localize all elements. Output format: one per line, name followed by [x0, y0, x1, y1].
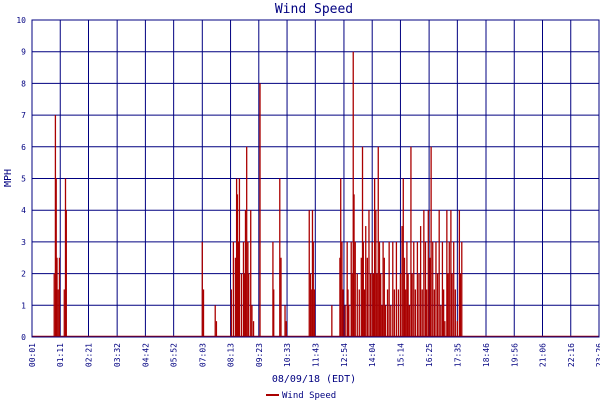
- x-tick-label: 08:13: [227, 343, 236, 367]
- x-tick-label: 04:42: [141, 343, 150, 367]
- y-tick-label: 9: [21, 48, 26, 57]
- y-tick-label: 7: [21, 111, 26, 120]
- x-tick-label: 07:03: [198, 343, 207, 367]
- x-tick-label: 05:52: [170, 343, 179, 367]
- x-tick-label: 10:33: [283, 343, 292, 367]
- x-tick-label: 11:43: [311, 343, 320, 367]
- series-wind-speed: [32, 51, 599, 338]
- x-tick-label: 14:04: [368, 343, 377, 367]
- x-axis-label: 08/09/18 (EDT): [272, 374, 356, 385]
- x-tick-label: 02:21: [84, 343, 93, 367]
- plot-area-border: [31, 19, 600, 338]
- x-tick-label: 03:32: [113, 343, 122, 367]
- x-tick-label: 17:35: [453, 343, 462, 367]
- y-tick-label: 10: [16, 16, 26, 25]
- chart-title: Wind Speed: [275, 2, 353, 17]
- x-tick-label: 00:01: [28, 343, 37, 367]
- y-tick-label: 4: [21, 206, 26, 215]
- y-tick-label: 5: [21, 175, 26, 184]
- x-tick-label: 09:23: [255, 343, 264, 367]
- x-tick-label: 21:06: [539, 343, 548, 367]
- y-tick-label: 3: [21, 238, 26, 247]
- x-tick-label: 22:16: [567, 343, 576, 367]
- x-axis-ticks: 00:01 01:11 02:21 03:32 04:42 05:52 07:03 08:13…: [28, 343, 600, 367]
- x-tick-label: 23:26: [595, 343, 600, 367]
- y-axis-ticks: 0 1 2 3 4 5 6 7 8 9 10: [16, 16, 26, 342]
- y-tick-label: 0: [21, 333, 26, 342]
- x-tick-label: 15:14: [396, 343, 405, 367]
- y-axis-label: MPH: [3, 169, 14, 187]
- x-tick-label: 16:25: [425, 343, 434, 367]
- y-tick-label: 1: [21, 301, 26, 310]
- y-tick-label: 2: [21, 270, 26, 279]
- x-tick-label: 01:11: [56, 343, 65, 367]
- y-tick-label: 8: [21, 79, 26, 88]
- legend-label: Wind Speed: [282, 391, 336, 400]
- x-tick-label: 18:46: [482, 343, 491, 367]
- x-tick-label: 12:54: [340, 343, 349, 367]
- grid-lines: [32, 20, 599, 337]
- x-tick-label: 19:56: [510, 343, 519, 367]
- legend: Wind Speed: [266, 391, 336, 400]
- y-tick-label: 6: [21, 143, 26, 152]
